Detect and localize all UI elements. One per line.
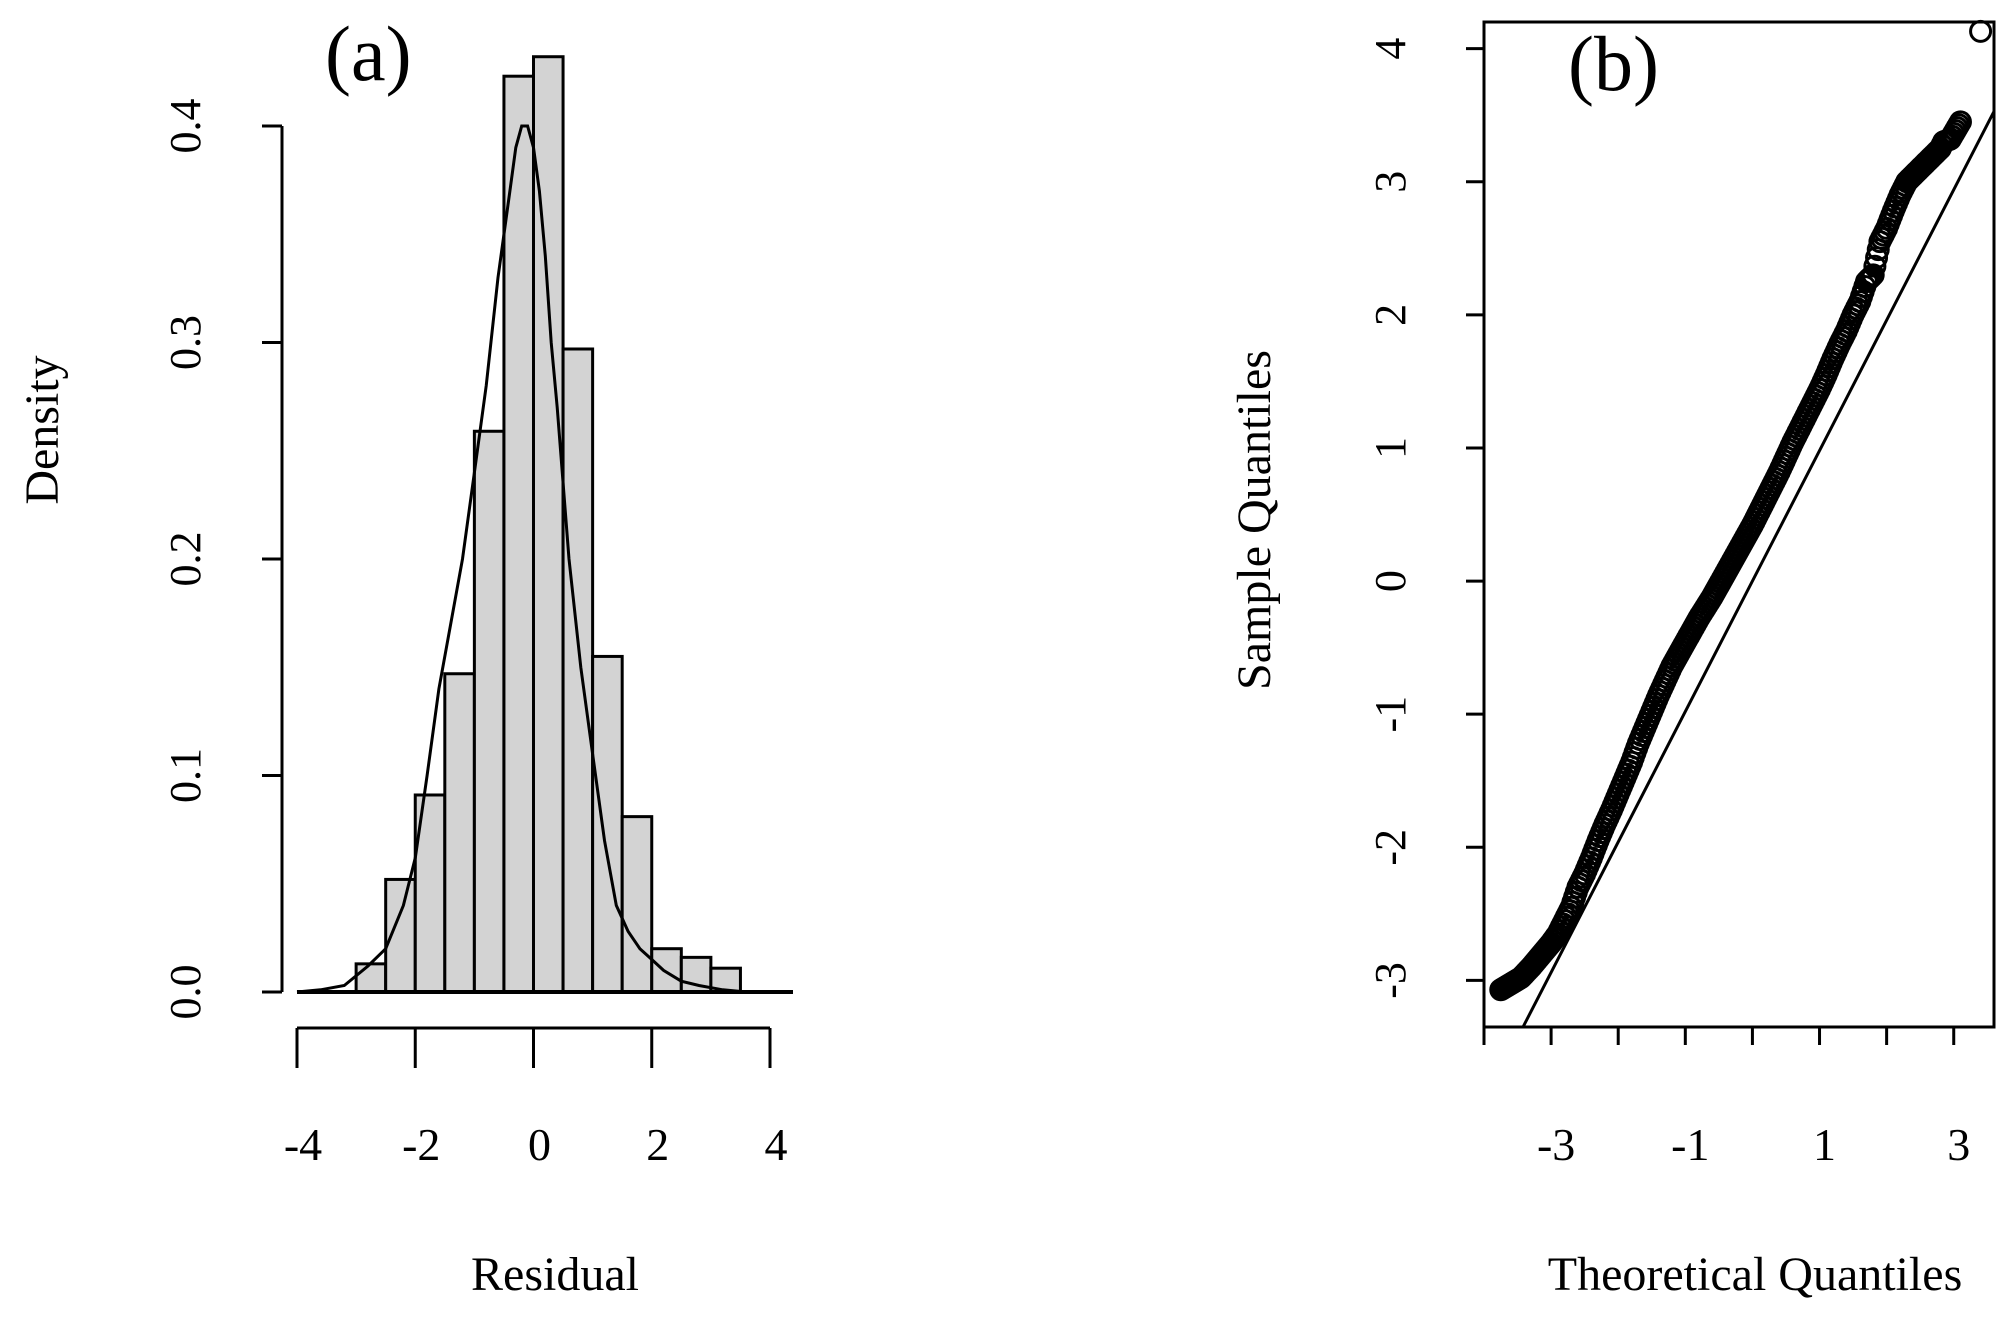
qq-point (1856, 268, 1880, 292)
y-tick-label: 4 (1366, 38, 1415, 60)
y-tick-label: -2 (1366, 829, 1415, 866)
qq-point (1858, 266, 1882, 290)
y-tick-label: -3 (1366, 962, 1415, 999)
x-axis: -4 -2 0 2 4 (284, 1026, 788, 1170)
histogram-bar (532, 55, 565, 994)
y-tick-label: 0.2 (161, 532, 210, 587)
histogram-bars (325, 55, 742, 994)
y-tick-label: 0.0 (161, 965, 210, 1020)
histogram-bar (354, 962, 388, 994)
histogram-bar (443, 672, 476, 994)
x-tick-label: -3 (1537, 1119, 1575, 1170)
histogram-bar (561, 347, 595, 994)
y-tick-label: 0.1 (161, 748, 210, 803)
histogram-bar (472, 429, 506, 994)
qq-point (1948, 110, 1972, 134)
qq-plot-panel: (b) -3 -2 -1 0 1 2 3 4 -3 -1 1 3 Theoretical Quant… (1228, 19, 1996, 1301)
y-tick-label: 3 (1366, 171, 1415, 193)
qq-point (1863, 254, 1887, 278)
x-axis-label: Theoretical Quantiles (1548, 1248, 1963, 1301)
panel-b-label: (b) (1568, 20, 1659, 107)
x-tick-label: 3 (1947, 1119, 1970, 1170)
y-axis-label: Density (16, 355, 69, 504)
y-tick-label: -1 (1366, 696, 1415, 733)
plot-frame (1482, 20, 1996, 1029)
y-axis-label: Sample Quantiles (1228, 350, 1281, 690)
histogram-bar (502, 74, 535, 994)
x-tick-label: 4 (765, 1119, 788, 1170)
y-axis: 0.0 0.1 0.2 0.3 0.4 (161, 99, 284, 1020)
histogram-bar (591, 654, 624, 994)
x-tick-label: 1 (1813, 1119, 1836, 1170)
x-tick-label: 0 (528, 1119, 551, 1170)
x-tick-label: 2 (646, 1119, 669, 1170)
x-tick-label: -2 (402, 1119, 440, 1170)
sample-points (1489, 19, 1993, 1002)
y-tick-label: 2 (1366, 304, 1415, 326)
qq-point (1969, 19, 1993, 43)
x-tick-label: -1 (1671, 1119, 1709, 1170)
y-axis: -3 -2 -1 0 1 2 3 4 (1366, 38, 1484, 999)
panel-a-label: (a) (325, 10, 412, 97)
reference-line (1521, 110, 1996, 1028)
y-tick-label: 1 (1366, 437, 1415, 459)
histogram-bar (650, 947, 683, 994)
histogram-panel: (a) 0.0 0.1 0.2 0.3 0.4 -4 -2 0 2 4 Residual Den… (16, 10, 793, 1301)
histogram-bar (620, 815, 654, 994)
x-tick-label: -4 (284, 1119, 322, 1170)
qq-point (1861, 263, 1885, 287)
x-axis-label: Residual (471, 1248, 639, 1301)
y-tick-label: 0 (1366, 570, 1415, 592)
y-tick-label: 0.4 (161, 99, 210, 154)
density-curve (296, 124, 770, 994)
y-tick-label: 0.3 (161, 315, 210, 370)
x-axis: -3 -1 1 3 (1482, 1027, 1970, 1170)
